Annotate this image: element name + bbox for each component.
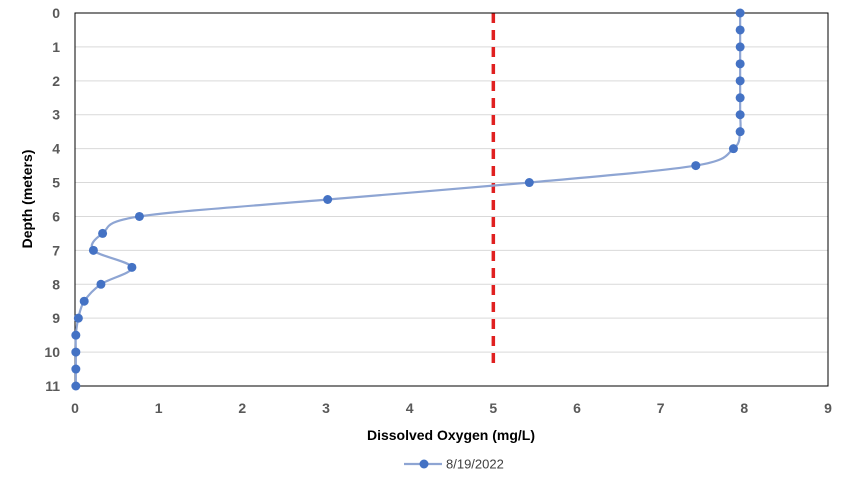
- y-tick-label-6: 6: [52, 208, 60, 224]
- y-tick-label-4: 4: [52, 141, 60, 157]
- data-point-0-0: [735, 8, 745, 18]
- x-tick-label-8: 8: [740, 400, 748, 416]
- data-point-0-16: [96, 279, 106, 289]
- series-line-0: [74, 12, 742, 386]
- y-tick-label-9: 9: [52, 310, 60, 326]
- data-point-0-4: [735, 76, 745, 86]
- data-point-0-1: [735, 25, 745, 35]
- gridlines: [75, 12, 828, 387]
- x-tick-label-1: 1: [155, 400, 163, 416]
- y-tick-label-7: 7: [52, 242, 60, 258]
- data-point-0-12: [134, 211, 144, 221]
- y-tick-label-11: 11: [45, 378, 60, 394]
- y-tick-label-8: 8: [52, 276, 60, 292]
- x-tick-label-4: 4: [406, 400, 414, 416]
- data-point-0-17: [79, 296, 89, 306]
- plot-area: [74, 12, 829, 387]
- x-axis-ticks: 0 1 2 3 4 5 6 7 8 9: [71, 400, 832, 416]
- series-layer: [71, 8, 745, 391]
- y-axis-title: Depth (meters): [19, 150, 35, 249]
- x-tick-label-3: 3: [322, 400, 330, 416]
- data-point-0-22: [71, 381, 81, 391]
- data-point-0-18: [73, 313, 83, 323]
- legend: 8/19/2022: [404, 457, 504, 472]
- y-axis-ticks: 0 1 2 3 4 5 6 7 8 9 10 11: [44, 5, 60, 394]
- data-point-0-5: [735, 93, 745, 103]
- x-tick-label-2: 2: [238, 400, 246, 416]
- y-tick-label-2: 2: [52, 73, 60, 89]
- y-tick-label-5: 5: [52, 175, 60, 191]
- data-point-0-19: [71, 330, 81, 340]
- y-tick-label-3: 3: [52, 107, 60, 123]
- y-tick-label-0: 0: [52, 5, 60, 21]
- x-tick-label-6: 6: [573, 400, 581, 416]
- data-point-0-8: [728, 144, 738, 154]
- plot-border: [74, 12, 829, 387]
- x-tick-label-7: 7: [657, 400, 665, 416]
- data-point-0-11: [323, 195, 333, 204]
- data-point-0-2: [735, 42, 745, 52]
- y-tick-label-1: 1: [52, 39, 60, 55]
- legend-label-0: 8/19/2022: [446, 457, 504, 472]
- data-point-0-10: [524, 178, 534, 188]
- y-tick-label-10: 10: [44, 344, 60, 360]
- x-tick-label-9: 9: [824, 400, 832, 416]
- data-point-0-13: [98, 228, 108, 238]
- data-point-0-3: [735, 59, 745, 69]
- data-point-0-7: [735, 127, 745, 137]
- data-point-0-21: [71, 364, 81, 374]
- data-point-0-6: [735, 110, 745, 120]
- x-tick-label-0: 0: [71, 400, 79, 416]
- x-axis-title: Dissolved Oxygen (mg/L): [367, 427, 535, 443]
- data-point-0-20: [71, 347, 81, 357]
- data-point-0-15: [127, 262, 137, 272]
- x-tick-label-5: 5: [489, 400, 497, 416]
- legend-marker-0: [419, 459, 429, 469]
- data-point-0-9: [691, 161, 701, 171]
- data-point-0-14: [88, 245, 98, 255]
